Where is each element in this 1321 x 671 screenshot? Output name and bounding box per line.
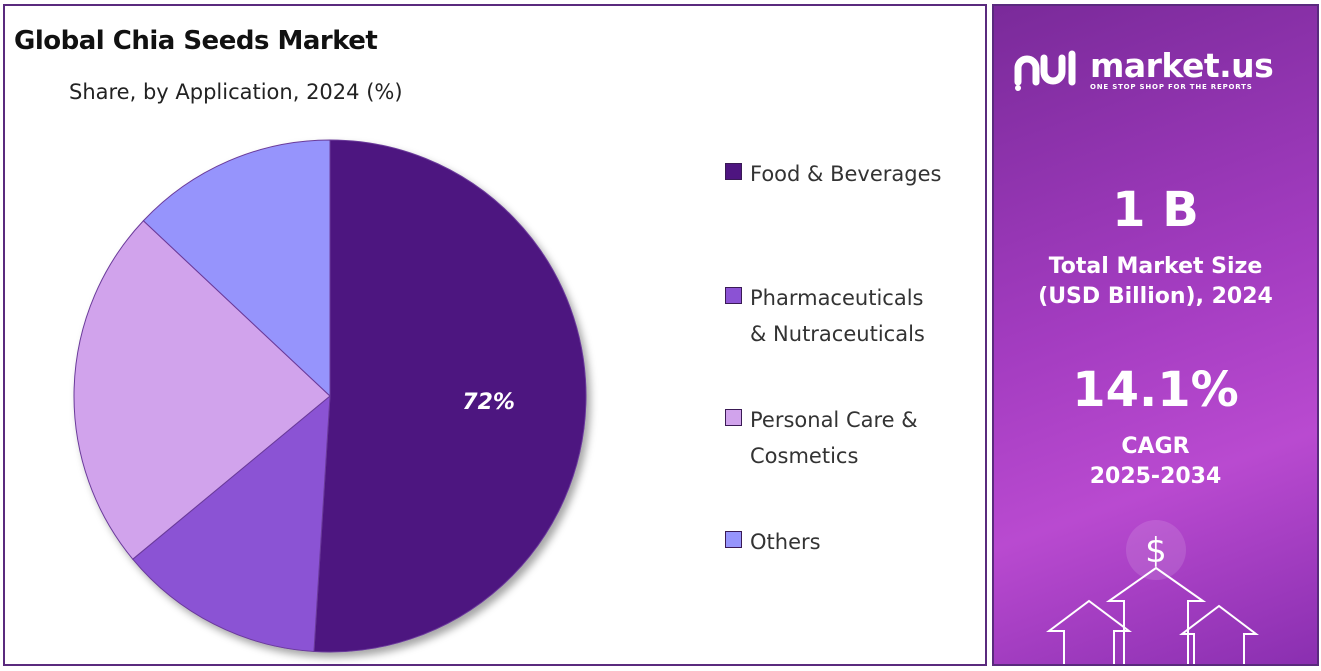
market-size-value: 1 B bbox=[1112, 182, 1199, 238]
pie-chart: 72% bbox=[73, 139, 587, 653]
chart-panel: Global Chia Seeds Market Share, by Appli… bbox=[3, 4, 987, 666]
legend-swatch bbox=[725, 287, 742, 304]
market-size-label-1: Total Market Size bbox=[1048, 254, 1263, 279]
legend-label: Personal Care & Cosmetics bbox=[750, 408, 918, 468]
pie-slice-others bbox=[142, 139, 331, 398]
legend-label: Others bbox=[750, 530, 821, 554]
legend-item-others: Others bbox=[725, 524, 985, 560]
legend-label: Food & Beverages bbox=[750, 162, 942, 186]
legend-label: Pharmaceuticals & Nutraceuticals bbox=[750, 286, 925, 346]
pie-labels: 72% bbox=[462, 390, 515, 415]
pie-slice-food-beverages bbox=[313, 139, 587, 653]
legend-item-food-beverages: Food & Beverages bbox=[725, 156, 985, 192]
pie-data-label: 72% bbox=[462, 390, 515, 415]
dollar-icon: $ bbox=[1145, 531, 1167, 571]
pie-slices bbox=[73, 139, 587, 653]
legend-swatch bbox=[725, 531, 742, 548]
market-summary-panel: market.us ONE STOP SHOP FOR THE REPORTS … bbox=[992, 4, 1319, 666]
growth-arrows-icon: $ bbox=[1046, 520, 1259, 664]
pie-slice-personal-care-cosmetics bbox=[73, 220, 331, 560]
brand-tagline: ONE STOP SHOP FOR THE REPORTS bbox=[1090, 83, 1253, 91]
brand-name: market.us bbox=[1090, 46, 1274, 85]
legend-swatch bbox=[725, 409, 742, 426]
cagr-label: CAGR bbox=[1121, 434, 1190, 459]
cagr-value: 14.1% bbox=[1072, 362, 1239, 418]
legend-item-pharmaceuticals: Pharmaceuticals & Nutraceuticals bbox=[725, 280, 985, 352]
pie-slice-pharmaceuticals-nutraceuticals bbox=[132, 394, 331, 653]
market-us-logo-icon bbox=[1014, 50, 1076, 91]
market-size-label-2: (USD Billion), 2024 bbox=[1038, 284, 1273, 309]
legend-swatch bbox=[725, 163, 742, 180]
chart-title: Global Chia Seeds Market bbox=[14, 26, 378, 56]
cagr-period: 2025-2034 bbox=[1089, 464, 1222, 489]
chart-subtitle: Share, by Application, 2024 (%) bbox=[69, 80, 403, 104]
brand: market.us ONE STOP SHOP FOR THE REPORTS bbox=[1014, 46, 1274, 92]
legend-item-personal-care: Personal Care & Cosmetics bbox=[725, 402, 985, 474]
